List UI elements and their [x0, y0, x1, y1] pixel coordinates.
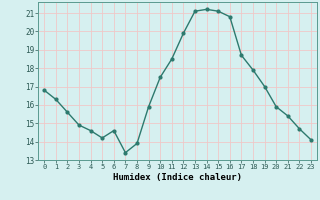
X-axis label: Humidex (Indice chaleur): Humidex (Indice chaleur): [113, 173, 242, 182]
